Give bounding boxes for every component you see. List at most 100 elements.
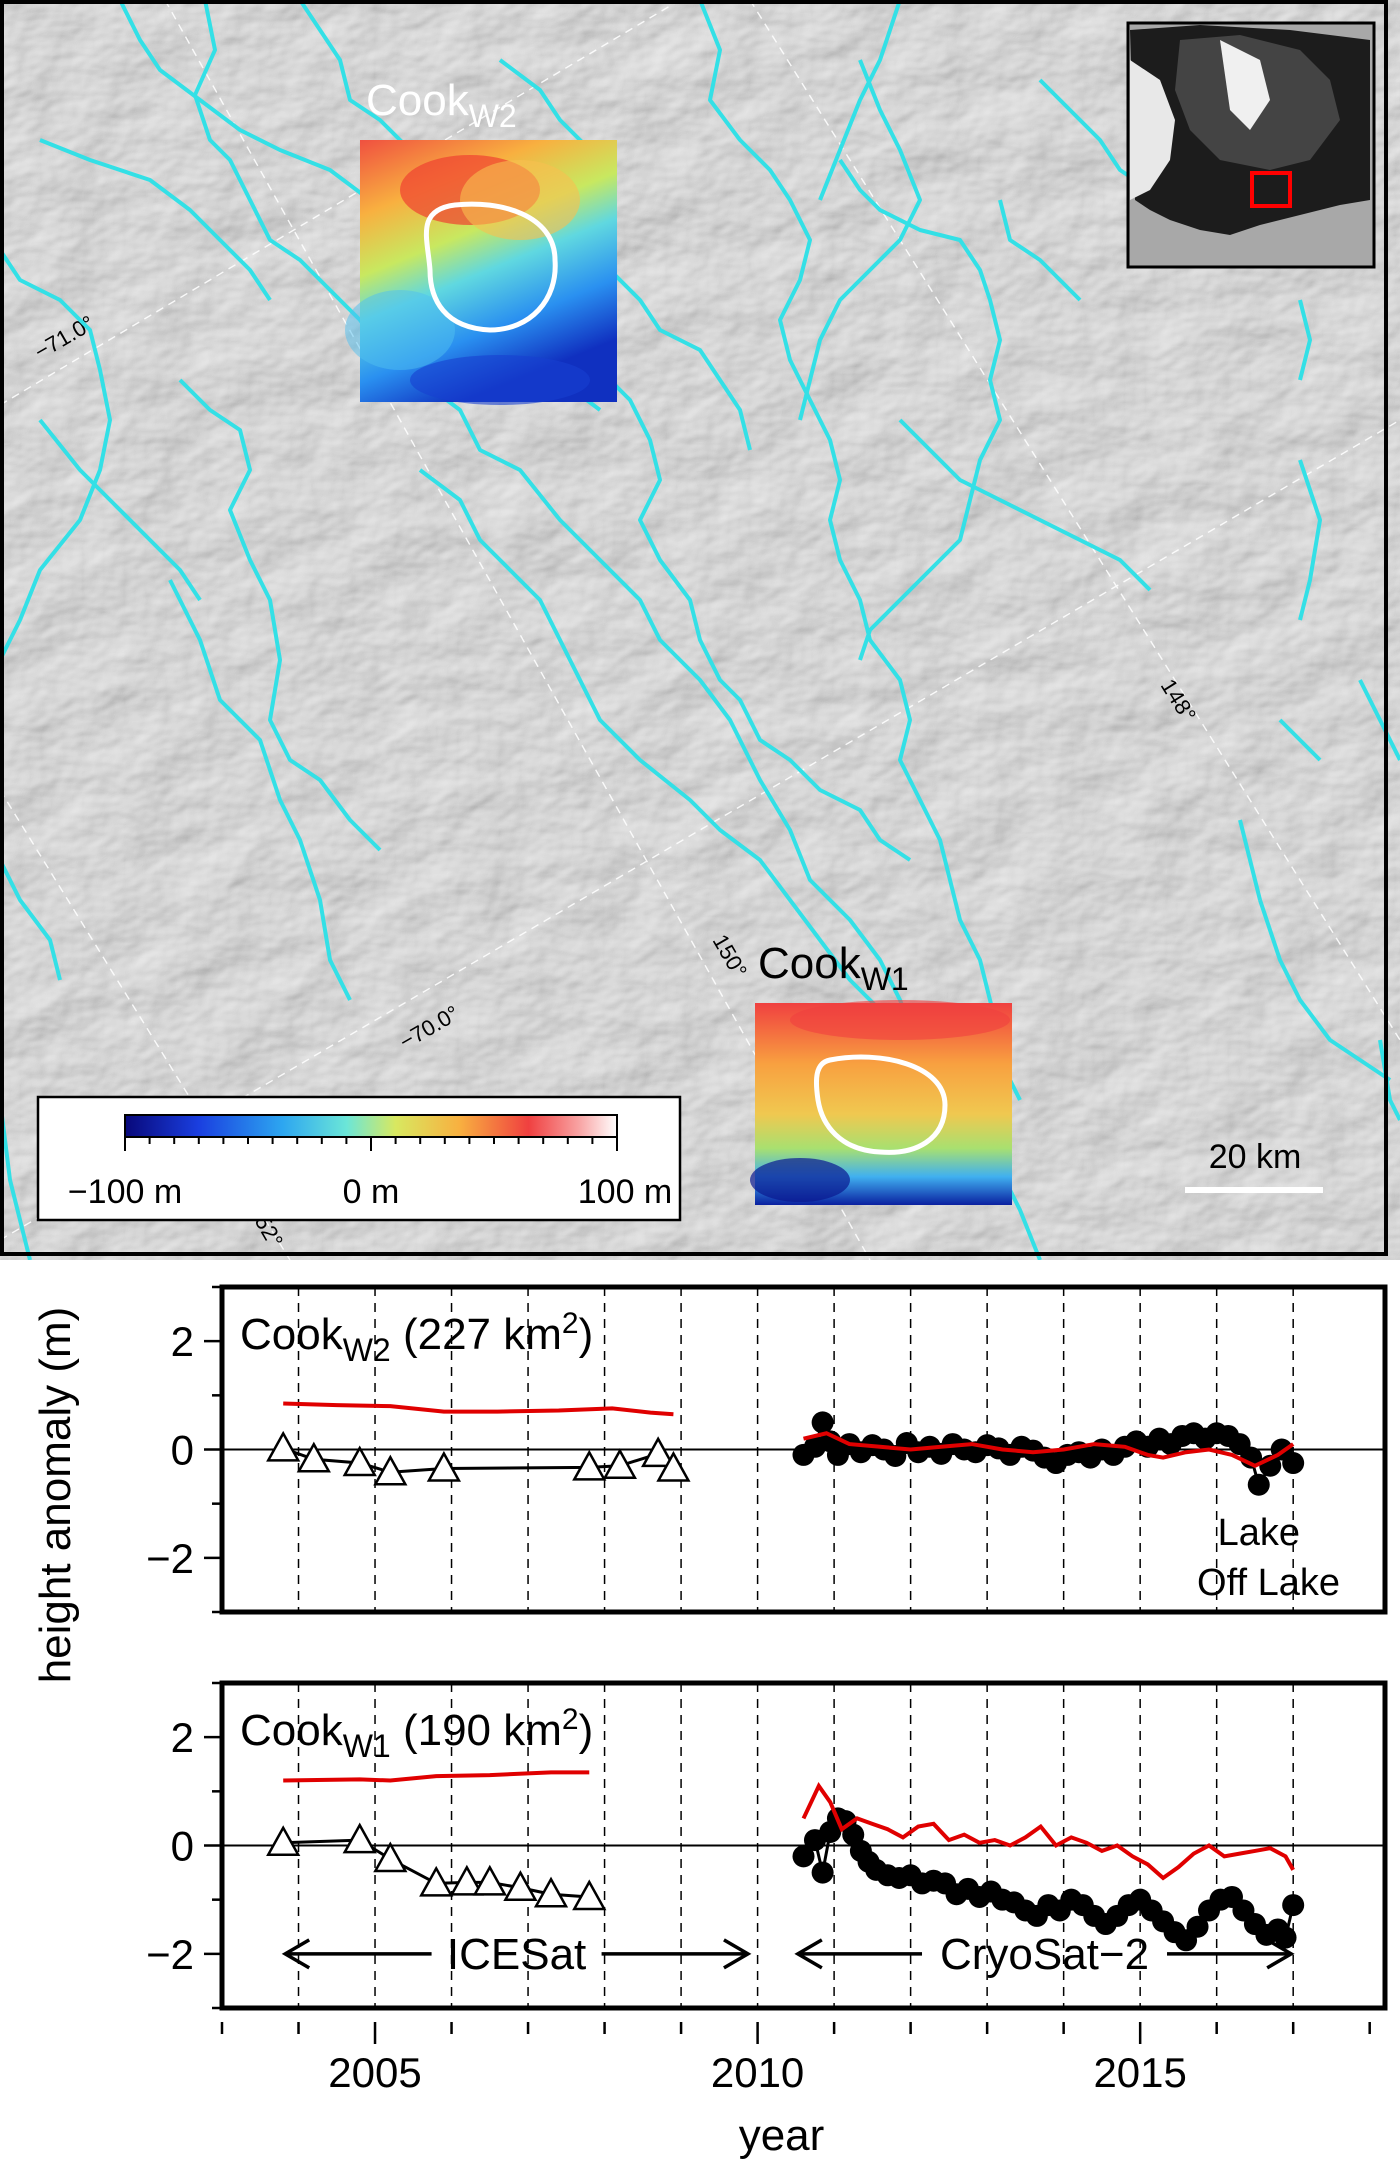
colorbar: −100 m 0 m 100 m xyxy=(36,1095,682,1222)
cryosat-point xyxy=(1243,1913,1266,1936)
cryosat-point xyxy=(1083,1904,1106,1927)
cryosat-point xyxy=(1182,1422,1205,1445)
icesat-point xyxy=(296,1441,331,1473)
cryosat-point xyxy=(945,1883,968,1906)
y-tick-label: 0 xyxy=(171,1823,194,1870)
cryosat-point xyxy=(1022,1439,1045,1462)
panel-title-close: ) xyxy=(579,1706,594,1755)
cryosat-point xyxy=(849,1839,872,1862)
colorbar-min-label: −100 m xyxy=(68,1173,182,1211)
cryosat-span-arrowhead-right xyxy=(1266,1938,1295,1970)
cryosat-point xyxy=(1148,1427,1171,1450)
panel-title-name: Cook xyxy=(240,1706,344,1755)
cryosat-point xyxy=(1044,1452,1067,1475)
cryosat-point xyxy=(1274,1926,1297,1949)
icesat-span-label: ICESat xyxy=(447,1930,586,1979)
cryosat-point xyxy=(884,1445,907,1467)
cryosat-point xyxy=(1240,1446,1263,1469)
cryosat-point xyxy=(872,1438,895,1461)
lake-w2-outline xyxy=(423,201,558,333)
cryosat-point xyxy=(1094,1913,1117,1936)
cryosat-point xyxy=(934,1872,957,1895)
cryosat-point xyxy=(826,1807,849,1830)
cryosat-point xyxy=(1247,1473,1270,1496)
cryosat-point xyxy=(876,1864,899,1887)
scale-bar: 20 km xyxy=(1185,1138,1323,1193)
cryosat-point xyxy=(1037,1894,1060,1917)
cryosat-point xyxy=(1117,1894,1140,1917)
icesat-point xyxy=(602,1448,637,1479)
icesat-point xyxy=(342,1445,377,1477)
cryosat-point xyxy=(895,1432,918,1454)
cryosat-point xyxy=(1125,1430,1148,1453)
cryosat-point xyxy=(1186,1915,1209,1938)
cryosat-point xyxy=(1060,1888,1083,1911)
icesat-point xyxy=(342,1822,377,1854)
icesat-point xyxy=(266,1430,301,1462)
cryosat-point xyxy=(803,1829,826,1852)
cryosat-point xyxy=(861,1434,884,1457)
cryosat-point xyxy=(811,1411,834,1434)
cryosat-point xyxy=(1071,1894,1094,1917)
cryosat-point xyxy=(976,1434,999,1457)
y-tick-label: −2 xyxy=(146,1931,194,1978)
cryosat-point xyxy=(1209,1888,1232,1911)
icesat-point xyxy=(641,1436,676,1468)
cryosat-point xyxy=(1205,1422,1228,1445)
cryosat-point xyxy=(1136,1435,1159,1458)
y-tick-label: −2 xyxy=(146,1535,194,1582)
cryosat-point xyxy=(918,1435,941,1458)
icesat-point xyxy=(572,1449,607,1481)
x-tick-label: 2010 xyxy=(711,2049,804,2096)
icesat-point xyxy=(426,1450,462,1482)
lake-w1-label-sub: W1 xyxy=(861,961,909,997)
cryosat-point xyxy=(792,1443,815,1466)
cryosat-point xyxy=(1198,1899,1221,1922)
cryosat-point xyxy=(999,1443,1022,1466)
lake-w1-label-name: Cook xyxy=(758,939,862,988)
panel-frame xyxy=(219,1680,1388,2011)
x-axis-label: year xyxy=(739,2111,825,2160)
panel-title-area: (227 km xyxy=(391,1310,562,1359)
series-line-lake-icesat xyxy=(282,1447,675,1474)
cryosat-point xyxy=(953,1438,976,1461)
panel-title-area: (190 km xyxy=(391,1706,562,1755)
cryosat-point xyxy=(1056,1443,1079,1466)
cryosat-point xyxy=(803,1435,826,1458)
cryosat-point xyxy=(1113,1435,1136,1458)
cryosat-point xyxy=(1129,1888,1152,1911)
y-tick-label: 2 xyxy=(171,1318,194,1365)
cryosat-point xyxy=(930,1442,953,1465)
cryosat-point xyxy=(1159,1433,1182,1456)
cryosat-point xyxy=(1282,1452,1305,1475)
cryosat-point xyxy=(968,1885,991,1908)
lake-w2-label-name: Cook xyxy=(366,76,470,125)
series-line-off-lake-icesat xyxy=(283,1401,674,1417)
scale-bar-label: 20 km xyxy=(1209,1138,1302,1176)
cryosat-point xyxy=(1228,1433,1251,1456)
cryosat-point xyxy=(899,1864,922,1887)
cryosat-point xyxy=(1163,1921,1186,1944)
panel-title-sub: W2 xyxy=(343,1332,391,1368)
cryosat-point xyxy=(964,1441,987,1464)
cryosat-span-arrowhead-left xyxy=(794,1938,823,1970)
icesat-point xyxy=(266,1825,301,1857)
cryosat-point xyxy=(857,1850,880,1873)
cryosat-point xyxy=(1090,1438,1113,1461)
lake-w1-label: CookW1 xyxy=(758,939,909,997)
cryosat-point xyxy=(1010,1435,1033,1458)
inset-map xyxy=(1126,21,1376,269)
cryosat-point xyxy=(1266,1918,1289,1941)
lake-w2-label: CookW2 xyxy=(366,76,517,134)
map-panel: −71.0° −70.0° 148° 150° 152° xyxy=(0,0,1400,1260)
panel-title: CookW2 (227 km2) xyxy=(240,1307,593,1368)
series-line-off-lake-cryosat-2 xyxy=(803,1431,1295,1468)
cryosat-point xyxy=(979,1880,1002,1903)
cryosat-point xyxy=(865,1858,888,1881)
panel-title: CookW1 (190 km2) xyxy=(240,1703,593,1764)
cryosat-point xyxy=(1175,1929,1198,1952)
icesat-point xyxy=(373,1841,408,1873)
cryosat-point xyxy=(941,1433,964,1456)
cryosat-point xyxy=(792,1845,815,1868)
cryosat-point xyxy=(1025,1904,1048,1927)
